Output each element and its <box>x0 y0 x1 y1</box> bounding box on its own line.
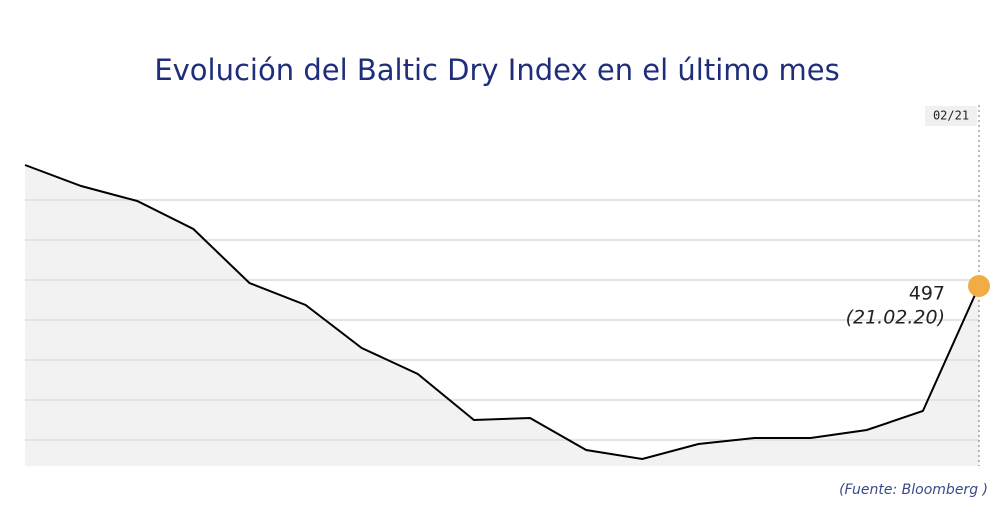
date-box <box>925 106 977 126</box>
value-label: 497 <box>909 283 945 305</box>
x-tick-label: 02/21 <box>933 109 969 123</box>
line <box>24 164 980 461</box>
date-annotation: (21.02.20) <box>846 307 945 329</box>
area <box>25 165 979 466</box>
end-marker <box>968 275 990 297</box>
source-note: (Fuente: Bloomberg ) <box>839 482 988 498</box>
chart-title: Evolución del Baltic Dry Index en el últ… <box>154 53 839 87</box>
